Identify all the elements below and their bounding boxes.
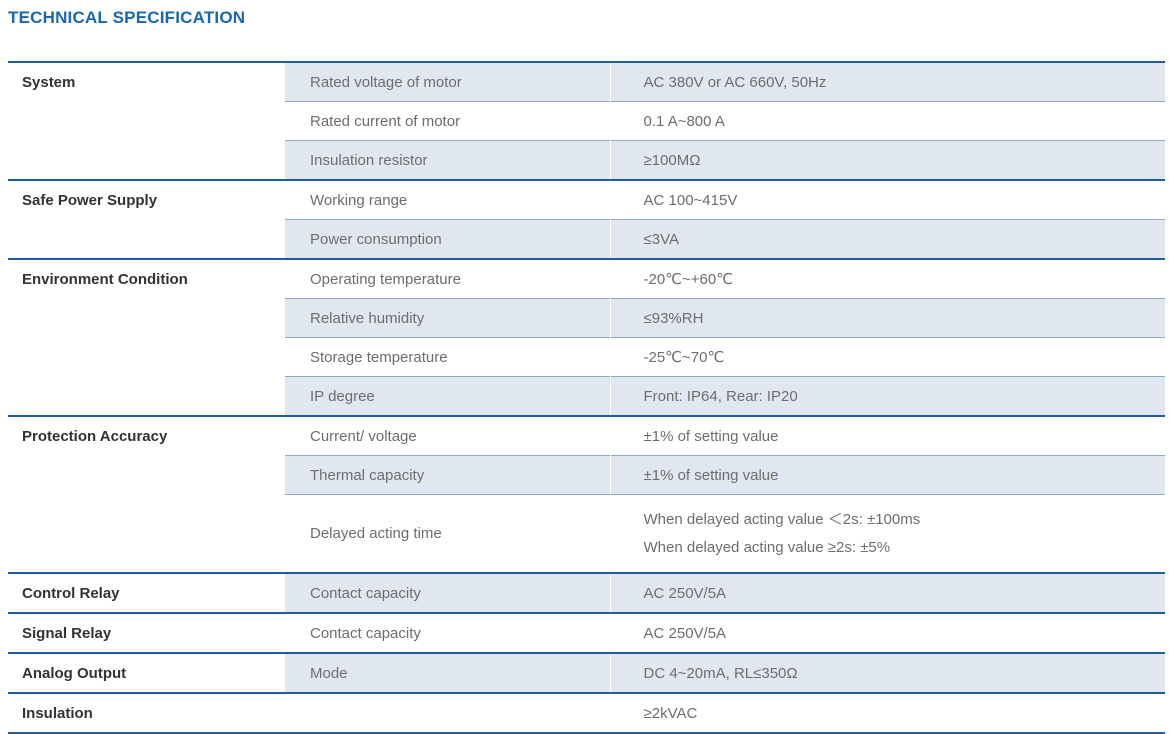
category-cell: Signal Relay <box>8 612 285 653</box>
category-cell <box>8 102 285 141</box>
value-cell: -25℃~70℃ <box>609 337 1165 377</box>
table-row: Rated current of motor 0.1 A~800 A <box>8 101 1165 141</box>
table-row: Delayed acting time When delayed acting … <box>8 494 1165 574</box>
table-row: IP degree Front: IP64, Rear: IP20 <box>8 376 1165 417</box>
value-cell: ±1% of setting value <box>609 415 1165 456</box>
value-cell: AC 100~415V <box>609 179 1165 220</box>
value-cell: 0.1 A~800 A <box>609 101 1165 141</box>
category-cell: Protection Accuracy <box>8 415 285 456</box>
value-cell: AC 250V/5A <box>609 612 1165 653</box>
parameter-cell: Working range <box>285 179 610 220</box>
parameter-cell: Contact capacity <box>285 572 610 613</box>
category-cell: Control Relay <box>8 572 285 613</box>
value-cell: Front: IP64, Rear: IP20 <box>609 376 1165 416</box>
category-cell <box>8 456 285 495</box>
value-line: When delayed acting value ＜2s: ±100ms <box>643 510 921 528</box>
category-cell: Insulation <box>8 692 285 734</box>
category-cell: Environment Condition <box>8 258 285 299</box>
page-title: TECHNICAL SPECIFICATION <box>8 8 246 27</box>
parameter-cell: Power consumption <box>285 219 610 259</box>
parameter-cell: Insulation resistor <box>285 140 610 180</box>
parameter-cell: Rated voltage of motor <box>285 61 610 102</box>
parameter-cell: Contact capacity <box>285 612 610 653</box>
category-cell <box>8 220 285 260</box>
table-row: Power consumption ≤3VA <box>8 219 1165 260</box>
parameter-cell: Operating temperature <box>285 258 610 299</box>
value-line: When delayed acting value ≥2s: ±5% <box>643 538 891 556</box>
value-cell: DC 4~20mA, RL≤350Ω <box>609 652 1165 693</box>
parameter-cell: Relative humidity <box>285 298 610 338</box>
table-row: Analog Output Mode DC 4~20mA, RL≤350Ω <box>8 652 1165 693</box>
value-cell: ≤3VA <box>609 219 1165 259</box>
parameter-cell: Thermal capacity <box>285 455 610 495</box>
parameter-cell: Current/ voltage <box>285 415 610 456</box>
table-row: Relative humidity ≤93%RH <box>8 298 1165 338</box>
table-row: Insulation resistor ≥100MΩ <box>8 140 1165 181</box>
value-cell: -20℃~+60℃ <box>609 258 1165 299</box>
value-cell: AC 250V/5A <box>609 572 1165 613</box>
table-row: Storage temperature -25℃~70℃ <box>8 337 1165 377</box>
table-row: Control Relay Contact capacity AC 250V/5… <box>8 572 1165 613</box>
value-cell: ≥2kVAC <box>609 692 1165 734</box>
table-row: Protection Accuracy Current/ voltage ±1%… <box>8 415 1165 456</box>
category-cell: Safe Power Supply <box>8 179 285 220</box>
value-cell: When delayed acting value ＜2s: ±100ms Wh… <box>609 494 1165 573</box>
value-cell: AC 380V or AC 660V, 50Hz <box>609 61 1165 102</box>
parameter-cell: Rated current of motor <box>285 101 610 141</box>
category-cell <box>8 495 285 574</box>
value-cell: ≥100MΩ <box>609 140 1165 180</box>
table-row: System Rated voltage of motor AC 380V or… <box>8 61 1165 102</box>
parameter-cell: Storage temperature <box>285 337 610 377</box>
value-cell: ±1% of setting value <box>609 455 1165 495</box>
table-row: Signal Relay Contact capacity AC 250V/5A <box>8 612 1165 653</box>
category-cell <box>8 299 285 338</box>
table-row: Insulation ≥2kVAC <box>8 692 1165 734</box>
category-cell <box>8 377 285 417</box>
table-row: Safe Power Supply Working range AC 100~4… <box>8 179 1165 220</box>
spec-table: System Rated voltage of motor AC 380V or… <box>8 61 1165 734</box>
parameter-cell: Delayed acting time <box>285 494 610 573</box>
value-cell: ≤93%RH <box>609 298 1165 338</box>
category-cell <box>8 141 285 181</box>
parameter-cell <box>285 692 610 734</box>
category-cell: Analog Output <box>8 652 285 693</box>
table-row: Thermal capacity ±1% of setting value <box>8 455 1165 495</box>
parameter-cell: IP degree <box>285 376 610 416</box>
table-row: Environment Condition Operating temperat… <box>8 258 1165 299</box>
category-cell <box>8 338 285 377</box>
parameter-cell: Mode <box>285 652 610 693</box>
category-cell: System <box>8 61 285 102</box>
